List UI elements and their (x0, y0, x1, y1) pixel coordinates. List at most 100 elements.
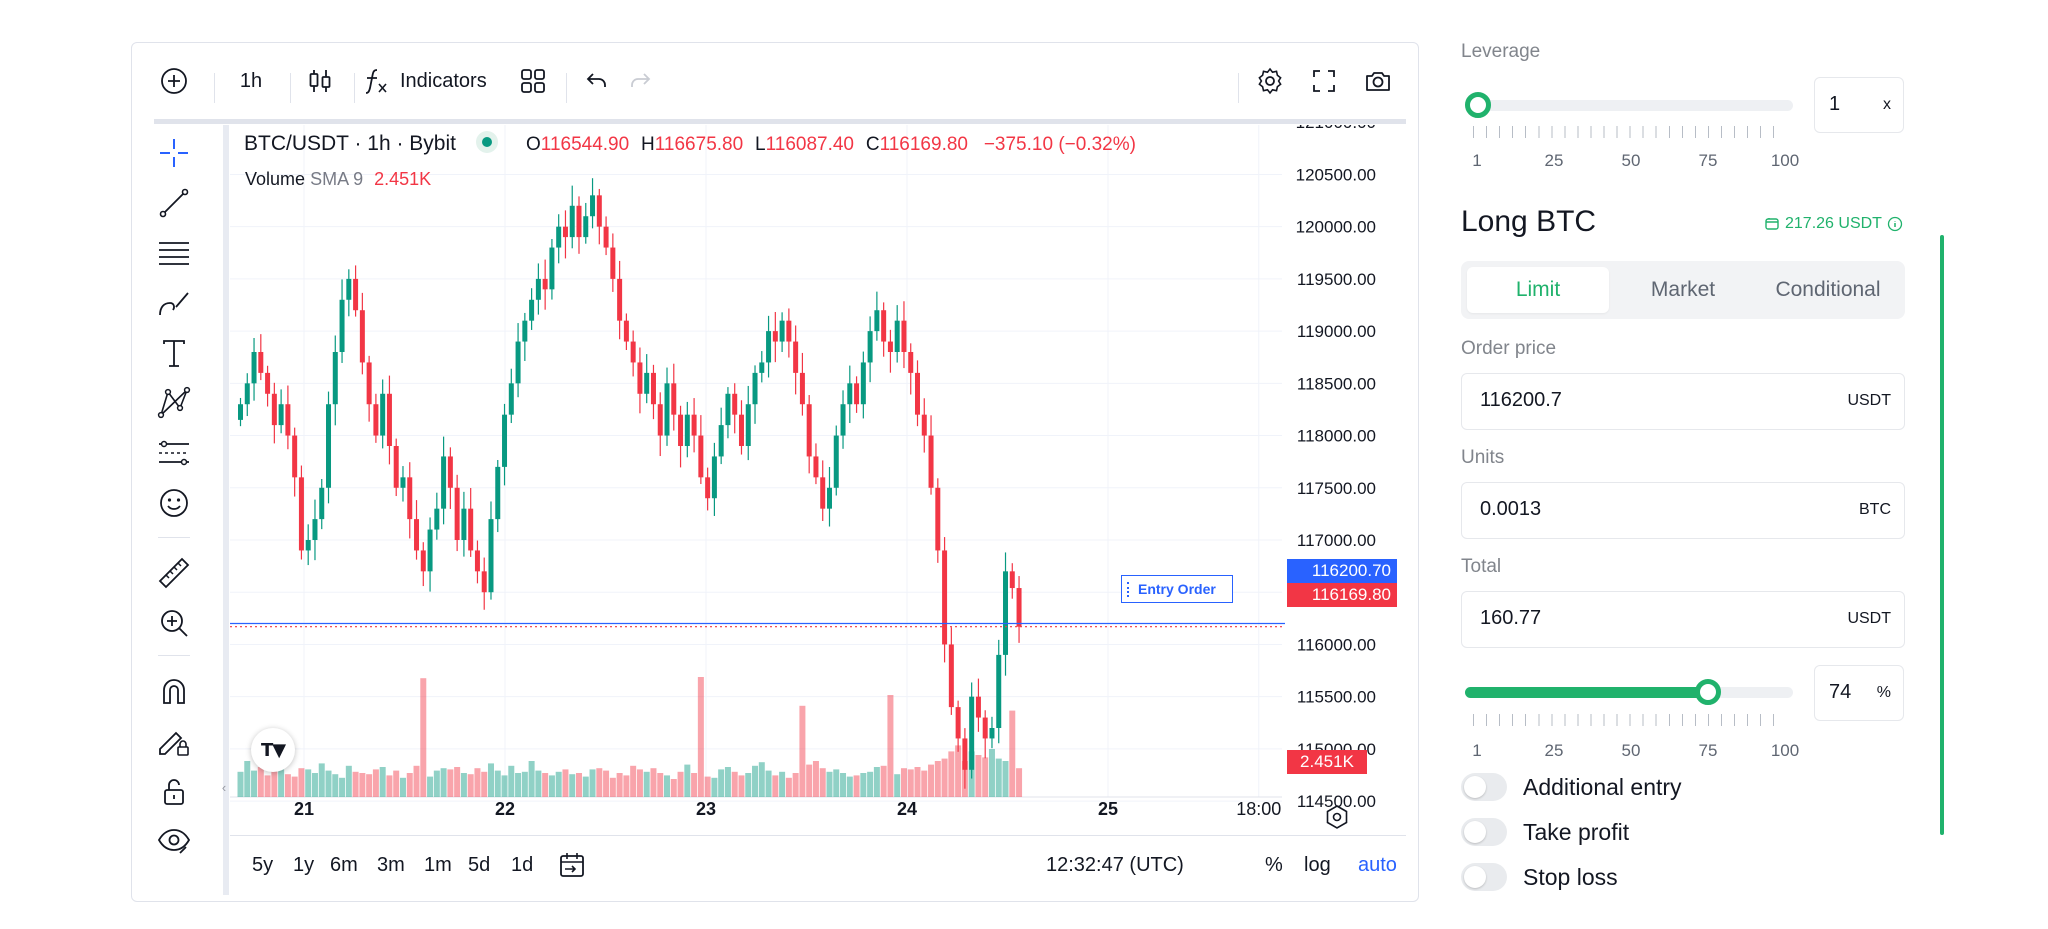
range-6m-button[interactable]: 6m (330, 854, 358, 876)
volume-bar (928, 764, 935, 797)
total-input[interactable]: 160.77 USDT (1461, 591, 1905, 648)
log-scale-button[interactable]: log (1304, 854, 1331, 876)
tab-limit[interactable]: Limit (1467, 267, 1609, 313)
tick-label[interactable]: 1 (1472, 151, 1482, 170)
percent-slider-handle[interactable] (1694, 679, 1721, 705)
candle-body (488, 519, 494, 593)
volume-legend[interactable]: Volume SMA 9 2.451K (245, 169, 431, 190)
additional-entry-label: Additional entry (1523, 773, 1682, 800)
settings-button[interactable] (1248, 59, 1292, 103)
volume-bar (718, 769, 725, 797)
take-profit-row: Take profit (1461, 816, 1629, 848)
tick-label[interactable]: 75 (1698, 741, 1718, 760)
tab-conditional[interactable]: Conditional (1775, 278, 1881, 301)
candle-body (881, 310, 887, 342)
pattern-tool[interactable] (146, 381, 202, 425)
tick-label[interactable]: 1 (1472, 741, 1482, 760)
time-axis[interactable]: 21 22 23 24 25 18:00 (294, 799, 1281, 819)
tradingview-logo[interactable]: T▼ (251, 728, 295, 772)
unlock-tool[interactable] (146, 769, 202, 813)
indicators-button[interactable]: Indicators (362, 59, 502, 103)
tab-market[interactable]: Market (1650, 278, 1716, 301)
add-symbol-button[interactable] (152, 59, 196, 103)
leverage-input[interactable]: 1 x (1814, 77, 1904, 133)
magnet-tool[interactable] (146, 669, 202, 713)
candle-body (664, 383, 670, 436)
symbol-title[interactable]: BTC/USDT · 1h · Bybit (244, 132, 456, 155)
undo-button[interactable] (575, 59, 619, 103)
volume-bar (941, 758, 948, 797)
range-3m-button[interactable]: 3m (377, 854, 405, 876)
fullscreen-button[interactable] (1302, 59, 1346, 103)
tick-label[interactable]: 25 (1544, 151, 1564, 170)
tick-label[interactable]: 25 (1544, 741, 1564, 760)
brush-tool[interactable] (146, 281, 202, 325)
candle-body (840, 404, 846, 436)
candle-body (759, 362, 765, 373)
time-axis-label: 22 (495, 799, 515, 819)
tick-label[interactable]: 100 (1770, 151, 1800, 170)
trend-line-tool[interactable] (146, 181, 202, 225)
candle-body (630, 341, 636, 363)
percent-unit: % (1876, 684, 1891, 701)
price-axis[interactable]: 121000.00 120500.00 120000.00 119500.00 1190… (1296, 125, 1376, 811)
collapse-toolbar-button[interactable]: ‹ (217, 773, 231, 801)
tick-label[interactable]: 100 (1770, 741, 1800, 760)
range-1m-button[interactable]: 1m (424, 854, 452, 876)
hide-drawings-tool[interactable] (146, 819, 202, 863)
candle-body (366, 362, 372, 405)
percent-input[interactable]: 74 % (1814, 665, 1904, 721)
leverage-slider[interactable] (1465, 92, 1793, 118)
utc-clock[interactable]: 12:32:47 (UTC) (1046, 854, 1184, 876)
chart-type-button[interactable] (298, 59, 342, 103)
fib-lines-tool[interactable] (146, 231, 202, 275)
price-axis-label: 115500.00 (1297, 688, 1376, 707)
candle-body (921, 414, 927, 436)
time-axis-settings-icon[interactable] (1324, 804, 1350, 830)
candle-body (454, 487, 460, 540)
leverage-slider-handle[interactable] (1465, 92, 1491, 118)
go-to-date-icon[interactable] (557, 850, 587, 880)
take-profit-toggle[interactable] (1461, 818, 1507, 846)
price-chart[interactable]: 121000.00 120500.00 120000.00 119500.00 1190… (230, 125, 1406, 835)
redo-button[interactable] (618, 59, 662, 103)
emoji-tool[interactable] (146, 481, 202, 525)
wallet-icon (1765, 218, 1779, 230)
range-5d-button[interactable]: 5d (468, 854, 491, 876)
percent-slider[interactable] (1465, 679, 1793, 705)
crosshair-tool[interactable] (146, 131, 202, 175)
settings-icon (1258, 67, 1282, 95)
range-1d-button[interactable]: 1d (511, 854, 534, 876)
screenshot-button[interactable] (1356, 59, 1400, 103)
tick-label[interactable]: 50 (1621, 151, 1641, 170)
interval-button[interactable]: 1h (228, 59, 274, 103)
entry-order-tag[interactable]: Entry Order (1121, 575, 1233, 603)
layout-button[interactable] (511, 59, 555, 103)
forecast-tool[interactable] (146, 431, 202, 475)
zoom-in-tool[interactable] (146, 601, 202, 645)
price-axis-label: 117500.00 (1297, 479, 1376, 498)
toolbar-scrollbar[interactable] (223, 125, 229, 895)
candle-body (576, 205, 582, 238)
tick-label[interactable]: 50 (1621, 741, 1641, 760)
info-icon[interactable] (1887, 216, 1903, 232)
candle-body (799, 372, 805, 405)
stop-loss-toggle[interactable] (1461, 863, 1507, 891)
ruler-tool[interactable] (146, 551, 202, 595)
percent-value: 74 (1829, 681, 1852, 703)
tick-label[interactable]: 75 (1698, 151, 1718, 170)
text-tool[interactable] (146, 331, 202, 375)
order-price-input[interactable]: 116200.7 USDT (1461, 373, 1905, 430)
candle-body (772, 331, 778, 342)
candle-body (569, 205, 575, 238)
percent-scale-button[interactable]: % (1265, 854, 1283, 876)
lock-drawing-tool[interactable] (146, 719, 202, 763)
range-5y-button[interactable]: 5y (252, 854, 274, 876)
auto-scale-button[interactable]: auto (1358, 854, 1397, 876)
range-1y-button[interactable]: 1y (293, 854, 315, 876)
unlock-icon (164, 779, 184, 805)
price-axis-label: 118500.00 (1297, 374, 1376, 393)
form-scrollbar[interactable] (1940, 235, 1944, 835)
additional-entry-toggle[interactable] (1461, 773, 1507, 801)
units-input[interactable]: 0.0013 BTC (1461, 482, 1905, 539)
